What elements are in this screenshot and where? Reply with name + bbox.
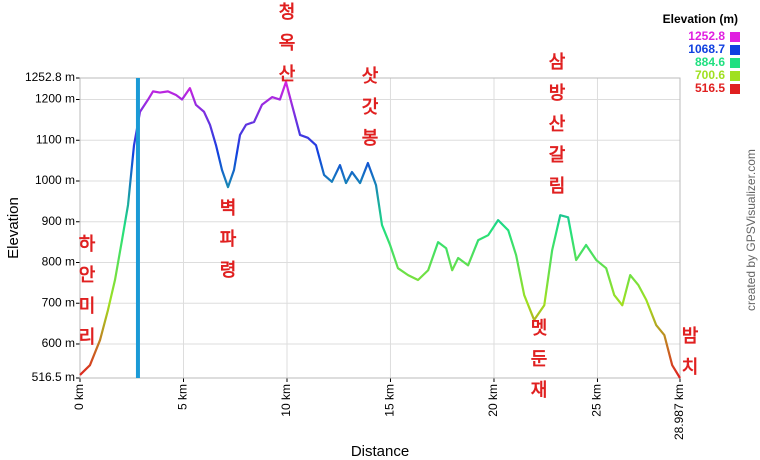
y-tick-label: 1252.8 m [25,70,75,84]
legend-title: Elevation (m) [663,12,738,26]
legend-swatch [730,71,740,81]
legend-swatch [730,84,740,94]
plot-frame [79,77,681,379]
legend-swatch [730,32,740,42]
y-tick-label: 516.5 m [32,370,75,384]
place-label: 하안미리 [75,234,96,358]
x-tick-label: 15 km [383,384,397,417]
place-label: 밤치 [678,326,699,388]
legend-swatch [730,58,740,68]
legend-value: 1068.7 [688,42,725,56]
place-label: 삼방산갈림 [545,52,566,207]
y-tick-label: 600 m [42,336,75,350]
x-tick-label: 5 km [176,384,190,410]
legend-value: 1252.8 [688,29,725,43]
x-tick-label: 10 km [279,384,293,417]
legend-value: 516.5 [695,81,725,95]
place-label: 멧둔재 [527,318,548,411]
x-tick-label: 25 km [590,384,604,417]
elevation-line [79,80,681,379]
place-label: 청옥산 [275,2,296,95]
y-tick-label: 1200 m [35,92,75,106]
legend-swatch [730,45,740,55]
place-label: 삿갓봉 [358,66,379,159]
y-tick-label: 800 m [42,255,75,269]
x-tick-label: 28.987 km [672,384,686,440]
y-tick-label: 700 m [42,295,75,309]
place-label: 벽파령 [216,198,237,291]
x-tick-label: 0 km [72,384,86,410]
legend-value: 884.6 [695,55,725,69]
y-tick-label: 1000 m [35,173,75,187]
x-axis-label: Distance [351,443,409,460]
credit: created by GPSVisualizer.com [744,149,758,311]
y-tick-label: 900 m [42,214,75,228]
legend-value: 700.6 [695,68,725,82]
y-axis-label: Elevation [5,197,22,259]
y-tick-label: 1100 m [36,132,75,146]
x-tick-label: 20 km [486,384,500,417]
